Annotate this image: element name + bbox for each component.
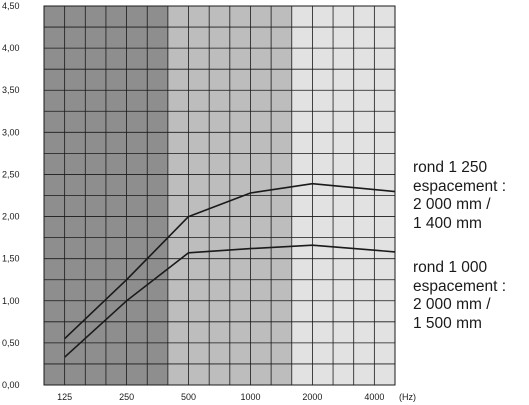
x-tick-label: 4000 [364,392,384,402]
y-tick-label: 4,00 [2,43,20,53]
series-label-line: espacement : [413,277,507,295]
series-label-line: 1 400 mm [413,214,482,232]
series-label-line: rond 1 250 [413,159,488,176]
x-tick-label: 125 [57,392,72,402]
x-tick-label: 1000 [240,392,260,402]
plot-frame [43,5,396,386]
series-label-line: 2 000 mm / [413,296,491,313]
x-tick-label: 250 [119,392,134,402]
x-tick-label: 500 [181,392,196,402]
y-tick-label: 3,50 [2,85,20,95]
grid [44,6,395,385]
series-line-1 [64,244,396,358]
y-tick-label: 2,00 [2,212,20,222]
series-label-line: 1 500 mm [413,314,482,332]
series-label-line: 2 000 mm / [413,196,491,213]
x-axis-unit-label: (Hz) [399,392,416,402]
x-tick-label: 2000 [302,392,322,402]
series-label-rond-1250: rond 1 250 espacement : 2 000 mm / 1 400… [413,159,525,233]
y-tick-label: 1,50 [2,254,20,264]
series-label-line: rond 1 000 [413,259,488,276]
y-axis-tick-labels: 0,00 0,50 1,00 1,50 2,00 2,50 3,00 3,50 4,00 4,50 [2,1,20,390]
x-axis-tick-labels: 125 250 500 1000 2000 4000 [57,392,384,402]
y-tick-label: 0,00 [2,380,20,390]
y-tick-label: 4,50 [2,1,20,11]
y-tick-label: 3,00 [2,127,20,137]
y-tick-label: 1,00 [2,296,20,306]
series-line-0 [64,182,396,340]
y-tick-label: 2,50 [2,169,20,179]
series-lines [64,182,396,358]
y-tick-label: 0,50 [2,338,20,348]
series-label-rond-1000: rond 1 000 espacement : 2 000 mm / 1 500… [413,259,525,333]
series-label-line: espacement : [413,177,507,195]
